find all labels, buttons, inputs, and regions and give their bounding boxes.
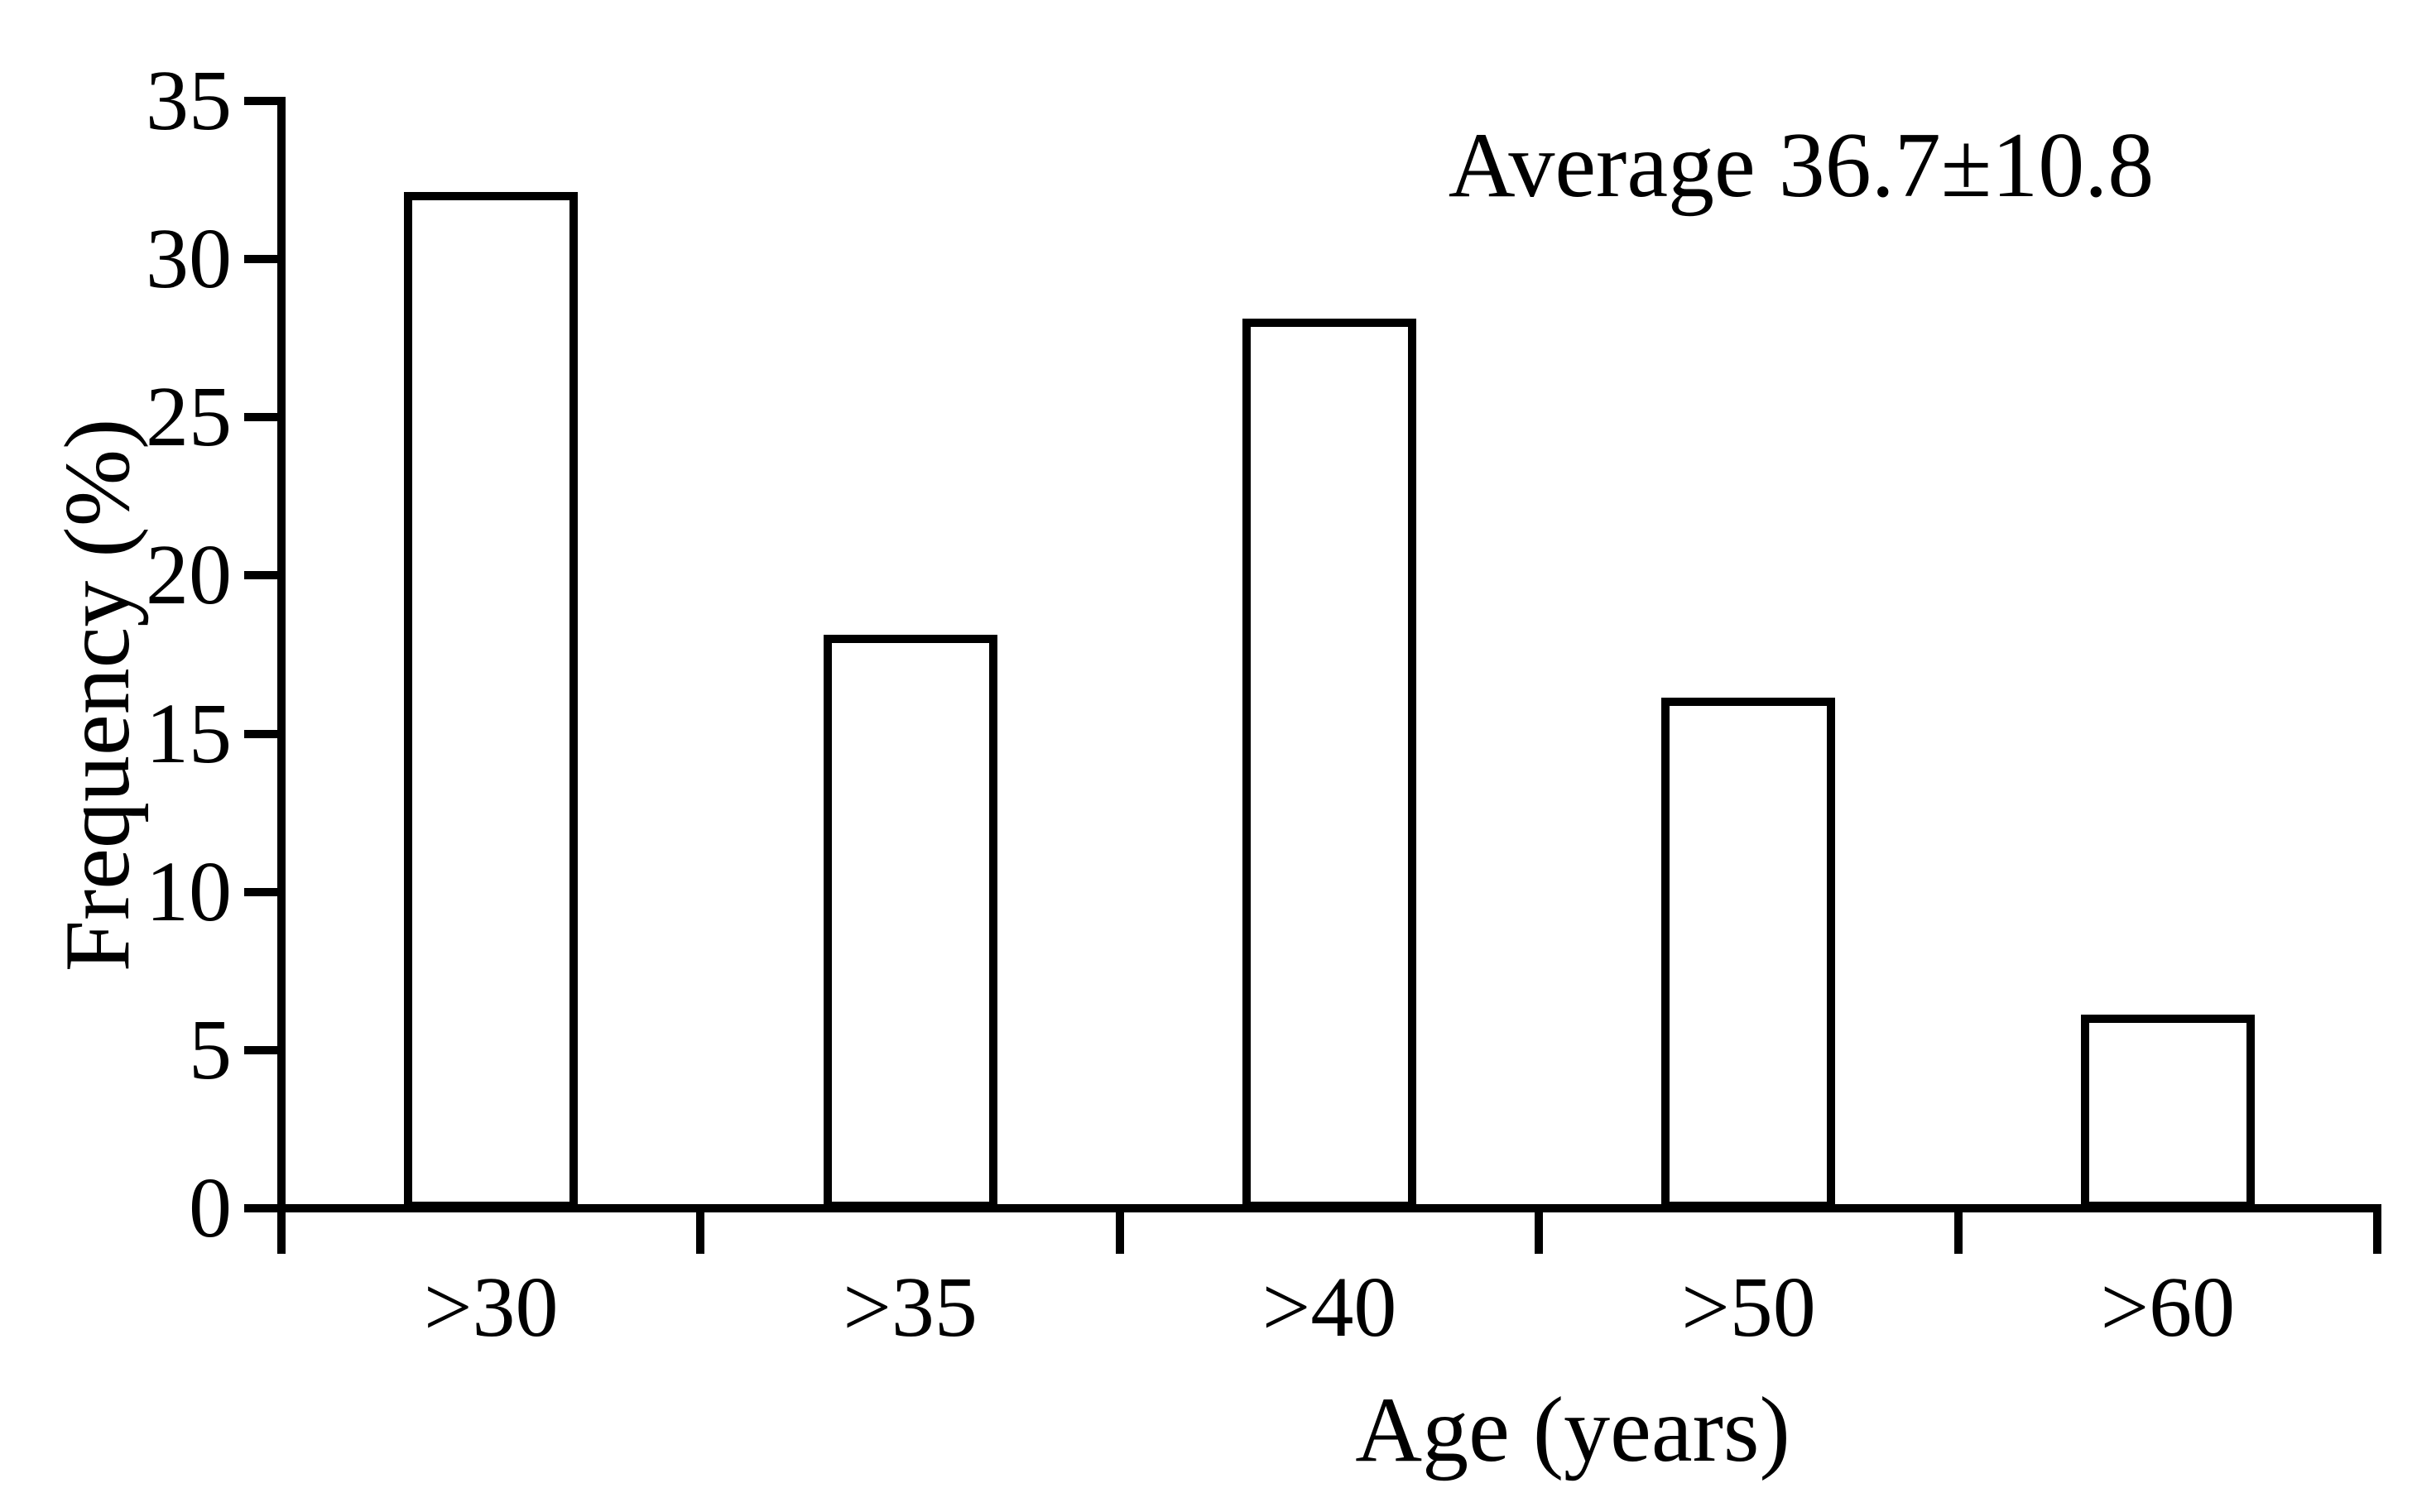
y-axis-line	[277, 97, 286, 1212]
y-tick	[244, 97, 277, 105]
bar	[404, 191, 579, 1210]
x-tick-label: >35	[843, 1260, 978, 1355]
y-tick	[244, 729, 277, 738]
y-tick-label: 30	[146, 211, 232, 307]
x-tick-label: >60	[2100, 1260, 2236, 1355]
bar	[1661, 698, 1836, 1210]
y-tick	[244, 887, 277, 896]
y-tick-label: 5	[189, 1001, 232, 1097]
y-tick	[244, 571, 277, 580]
bar	[1242, 318, 1416, 1210]
y-tick-label: 35	[146, 53, 232, 148]
y-tick-label: 10	[146, 843, 232, 939]
y-tick-label: 20	[146, 527, 232, 623]
bar	[823, 634, 997, 1210]
y-tick	[244, 1045, 277, 1054]
y-tick-label: 25	[146, 369, 232, 465]
x-tick	[2373, 1208, 2381, 1254]
x-tick	[1115, 1208, 1124, 1254]
bar	[2080, 1014, 2255, 1210]
x-tick	[1953, 1208, 1963, 1254]
x-tick-label: >40	[1261, 1260, 1397, 1355]
average-annotation: Average 36.7±10.8	[1448, 114, 2155, 217]
x-tick-label: >50	[1681, 1260, 1816, 1355]
x-tick	[696, 1208, 705, 1254]
y-tick	[244, 1204, 277, 1212]
x-tick	[1535, 1208, 1544, 1254]
x-tick	[277, 1208, 286, 1254]
x-axis-title: Age (years)	[1355, 1379, 1790, 1481]
y-tick	[244, 413, 277, 422]
y-tick	[244, 255, 277, 264]
y-tick-label: 0	[189, 1160, 232, 1255]
y-tick-label: 15	[146, 685, 232, 781]
x-tick-label: >30	[423, 1260, 559, 1355]
